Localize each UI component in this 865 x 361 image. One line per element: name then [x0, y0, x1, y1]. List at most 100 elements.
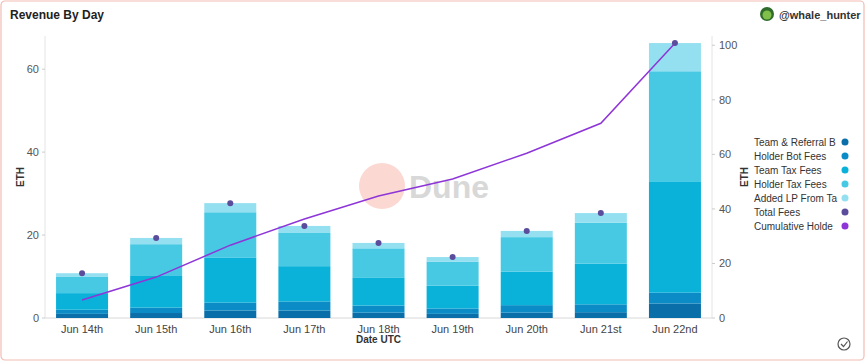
check-icon — [838, 338, 850, 350]
y-tick-label: 20 — [27, 229, 39, 241]
y-tick — [42, 69, 45, 70]
legend-swatch — [842, 223, 849, 230]
bar-segment — [353, 277, 405, 305]
y2-tick — [712, 154, 715, 155]
bar-segment — [56, 277, 108, 293]
bar-segment — [501, 272, 553, 306]
bar-segment — [204, 212, 256, 258]
bar-segment — [575, 264, 627, 305]
check-mark — [841, 342, 848, 347]
bar-segment — [353, 248, 405, 277]
legend-label: Team & Referral B — [754, 137, 836, 148]
legend-swatch — [842, 181, 849, 188]
x-tick-label: Jun 20th — [506, 323, 548, 335]
y-tick — [42, 152, 45, 153]
avatar — [760, 7, 774, 21]
x-tick-label: Jun 19th — [432, 323, 474, 335]
total-point — [376, 240, 382, 246]
bar-segment — [353, 306, 405, 313]
legend-swatch — [842, 167, 849, 174]
bar-segment — [501, 313, 553, 318]
bar-segment — [204, 258, 256, 303]
title: Revenue By Day — [10, 8, 104, 22]
bar-segment — [130, 308, 182, 313]
x-axis-title: Date UTC — [356, 334, 401, 345]
legend-label: Team Tax Fees — [754, 165, 822, 176]
legend-swatch — [842, 195, 849, 202]
bar-segment — [501, 305, 553, 312]
bar-segment — [575, 312, 627, 318]
total-point — [450, 254, 456, 260]
bar-segment — [427, 314, 479, 318]
y-tick-label: 0 — [33, 312, 39, 324]
legend-label: Cumulative Holde — [754, 221, 833, 232]
x-tick-label: Jun 21st — [580, 323, 622, 335]
bar-segment — [649, 182, 701, 293]
bar-segment — [501, 237, 553, 271]
card — [1, 1, 864, 360]
bar-segment — [56, 293, 108, 310]
bar-segment — [353, 313, 405, 318]
y2-tick — [712, 318, 715, 319]
x-tick-label: Jun 17th — [283, 323, 325, 335]
x-tick-label: Jun 18th — [357, 323, 399, 335]
legend-label: Holder Tax Fees — [754, 179, 827, 190]
y2-axis-line — [712, 36, 713, 318]
y2-tick-label: 40 — [719, 203, 731, 215]
y2-tick-label: 0 — [719, 312, 725, 324]
y2-tick-label: 80 — [719, 94, 731, 106]
legend-label: Holder Bot Fees — [754, 151, 826, 162]
x-tick-label: Jun 22nd — [652, 323, 697, 335]
total-point — [672, 40, 678, 46]
bar-segment — [130, 275, 182, 307]
bar-segment — [649, 43, 701, 71]
y2-tick — [712, 208, 715, 209]
x-tick-label: Jun 15th — [135, 323, 177, 335]
y-tick — [42, 235, 45, 236]
y2-axis-title: ETH — [739, 167, 750, 187]
bar-segment — [427, 262, 479, 286]
watermark-logo — [359, 163, 405, 209]
y2-tick-label: 20 — [719, 257, 731, 269]
bar-segment — [427, 286, 479, 309]
bar-segment — [56, 314, 108, 318]
y-tick — [42, 318, 45, 319]
x-tick-label: Jun 16th — [209, 323, 251, 335]
legend-swatch — [842, 209, 849, 216]
bar-segment — [278, 301, 330, 310]
y2-tick-label: 60 — [719, 148, 731, 160]
y-axis-line — [45, 36, 46, 318]
avatar-face — [763, 11, 772, 20]
total-point — [153, 235, 159, 241]
y2-tick — [712, 99, 715, 100]
legend-label: Added LP From Ta — [754, 193, 837, 204]
bar-segment — [278, 266, 330, 301]
legend-swatch — [842, 139, 849, 146]
legend-label: Total Fees — [754, 207, 800, 218]
line-series — [82, 43, 675, 300]
bar-segment — [575, 304, 627, 312]
total-point — [227, 200, 233, 206]
bar-segment — [278, 311, 330, 318]
bar-segment — [649, 293, 701, 304]
bar-segment — [649, 303, 701, 318]
avatar-bg — [760, 7, 774, 21]
chart: Revenue By Day@whale_hunterDune020406002… — [0, 0, 865, 361]
bar-segment — [204, 311, 256, 318]
total-point — [524, 228, 530, 234]
check-circle — [838, 338, 850, 350]
y2-tick — [712, 263, 715, 264]
total-point — [79, 270, 85, 276]
bar-segment — [130, 313, 182, 318]
author: @whale_hunter — [779, 9, 861, 21]
y2-tick — [712, 45, 715, 46]
bar-segment — [204, 303, 256, 311]
y-tick-label: 60 — [27, 63, 39, 75]
bar-segment — [278, 233, 330, 266]
total-point — [598, 210, 604, 216]
bar-segment — [427, 308, 479, 313]
bar-segment — [649, 71, 701, 182]
bar-segment — [56, 310, 108, 314]
y2-tick-label: 100 — [719, 39, 737, 51]
bar-segment — [130, 244, 182, 275]
